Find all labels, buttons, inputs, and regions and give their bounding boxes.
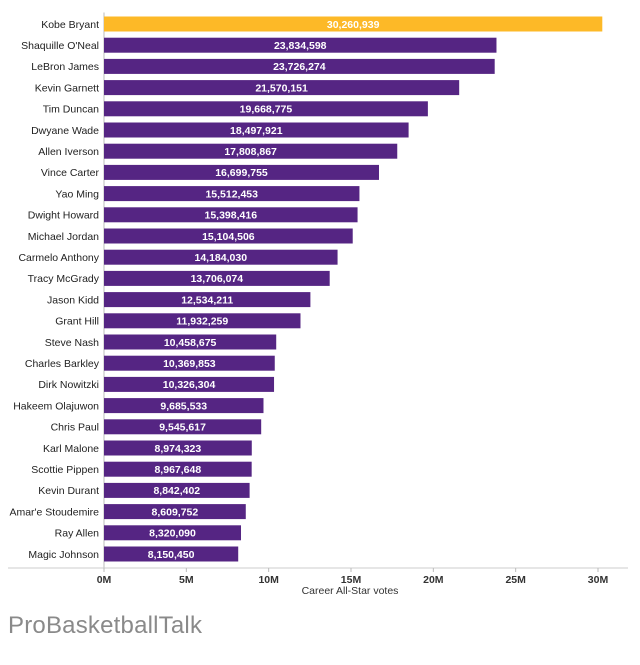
category-label: LeBron James — [31, 61, 99, 73]
x-tick-label: 0M — [97, 574, 112, 586]
category-label: Yao Ming — [55, 188, 99, 200]
data-label: 8,320,090 — [149, 528, 196, 540]
data-label: 10,369,853 — [163, 358, 216, 370]
category-label: Tim Duncan — [43, 104, 99, 116]
data-label: 30,260,939 — [327, 19, 380, 31]
data-label: 10,458,675 — [164, 337, 217, 349]
bar-16 — [104, 355, 275, 371]
data-label: 12,534,211 — [181, 294, 233, 306]
x-tick-label: 15M — [341, 574, 362, 586]
data-label: 18,497,921 — [230, 125, 283, 137]
bar-7 — [104, 164, 379, 180]
category-label: Michael Jordan — [28, 231, 99, 243]
data-label: 11,932,259 — [176, 316, 228, 328]
data-label: 8,609,752 — [152, 506, 199, 518]
category-label: Charles Barkley — [25, 358, 100, 370]
data-label: 15,104,506 — [202, 231, 255, 243]
data-label: 8,974,323 — [155, 443, 202, 455]
data-label: 8,842,402 — [153, 485, 200, 497]
bar-24 — [104, 525, 242, 541]
category-label: Kevin Garnett — [35, 82, 99, 94]
data-label: 19,668,775 — [240, 104, 293, 116]
category-label: Dirk Nowitzki — [38, 379, 99, 391]
category-label: Vince Carter — [41, 167, 100, 179]
data-label: 14,184,030 — [195, 252, 248, 264]
bar-5 — [104, 122, 409, 138]
category-label: Steve Nash — [45, 337, 99, 349]
category-label: Ray Allen — [55, 528, 100, 540]
category-label: Dwight Howard — [28, 210, 99, 222]
source-credit: ProBasketballTalk — [8, 612, 203, 639]
data-label: 8,967,648 — [154, 464, 201, 476]
data-label: 9,545,617 — [159, 422, 206, 434]
bar-12 — [104, 270, 330, 286]
x-tick-label: 30M — [588, 574, 609, 586]
category-label: Jason Kidd — [47, 294, 99, 306]
category-label: Dwyane Wade — [31, 125, 99, 137]
bar-8 — [104, 186, 360, 202]
grid-layer — [8, 12, 628, 569]
bar-18 — [104, 398, 264, 414]
x-tick-label: 25M — [505, 574, 526, 586]
data-label: 8,150,450 — [148, 549, 195, 561]
bar-19 — [104, 419, 262, 435]
bar-0 — [104, 16, 603, 32]
data-label: 23,834,598 — [274, 40, 327, 52]
bar-14 — [104, 313, 301, 329]
category-label: Karl Malone — [43, 443, 99, 455]
data-label: 10,326,304 — [163, 379, 216, 391]
category-label: Kobe Bryant — [41, 19, 99, 31]
bar-20 — [104, 440, 252, 456]
category-label: Shaquille O'Neal — [21, 40, 99, 52]
category-label: Hakeem Olajuwon — [13, 400, 99, 412]
x-axis: Career All-Star votes 0M 5M 10M 15M 20M 25M 30… — [97, 568, 609, 597]
x-tick-label: 10M — [258, 574, 279, 586]
category-label: Carmelo Anthony — [18, 252, 99, 264]
data-label: 15,512,453 — [205, 188, 258, 200]
bar-4 — [104, 101, 428, 117]
x-axis-title: Career All-Star votes — [302, 585, 399, 597]
category-label: Magic Johnson — [28, 549, 99, 561]
data-label: 23,726,274 — [273, 61, 326, 73]
data-label: 16,699,755 — [215, 167, 268, 179]
bar-22 — [104, 482, 250, 498]
bar-17 — [104, 376, 275, 392]
bar-23 — [104, 504, 246, 520]
bar-11 — [104, 249, 338, 265]
x-tick-label: 20M — [423, 574, 444, 586]
category-label: Chris Paul — [51, 422, 99, 434]
data-label: 17,808,867 — [224, 146, 277, 158]
data-label: 21,570,151 — [255, 82, 308, 94]
bar-13 — [104, 292, 311, 308]
bar-10 — [104, 228, 353, 244]
data-label: 15,398,416 — [204, 210, 257, 222]
bars-layer: Kobe Bryant 30,260,939 Shaquille O'Neal 23,… — [9, 16, 603, 562]
category-label: Tracy McGrady — [28, 273, 100, 285]
category-label: Kevin Durant — [38, 485, 99, 497]
data-label: 13,706,074 — [191, 273, 244, 285]
category-label: Allen Iverson — [38, 146, 99, 158]
bar-2 — [104, 58, 495, 74]
category-label: Amar'e Stoudemire — [9, 506, 99, 518]
chart: Kobe Bryant 30,260,939 Shaquille O'Neal 23,… — [8, 12, 628, 597]
category-label: Scottie Pippen — [31, 464, 99, 476]
bar-1 — [104, 37, 497, 53]
bar-chart-svg: Kobe Bryant 30,260,939 Shaquille O'Neal 23,… — [8, 12, 628, 597]
bar-25 — [104, 546, 239, 562]
bar-6 — [104, 143, 398, 159]
bar-3 — [104, 80, 460, 96]
category-label: Grant Hill — [55, 316, 99, 328]
bar-15 — [104, 334, 277, 350]
bar-9 — [104, 207, 358, 223]
data-label: 9,685,533 — [160, 400, 207, 412]
x-tick-label: 5M — [179, 574, 194, 586]
bar-21 — [104, 461, 252, 477]
